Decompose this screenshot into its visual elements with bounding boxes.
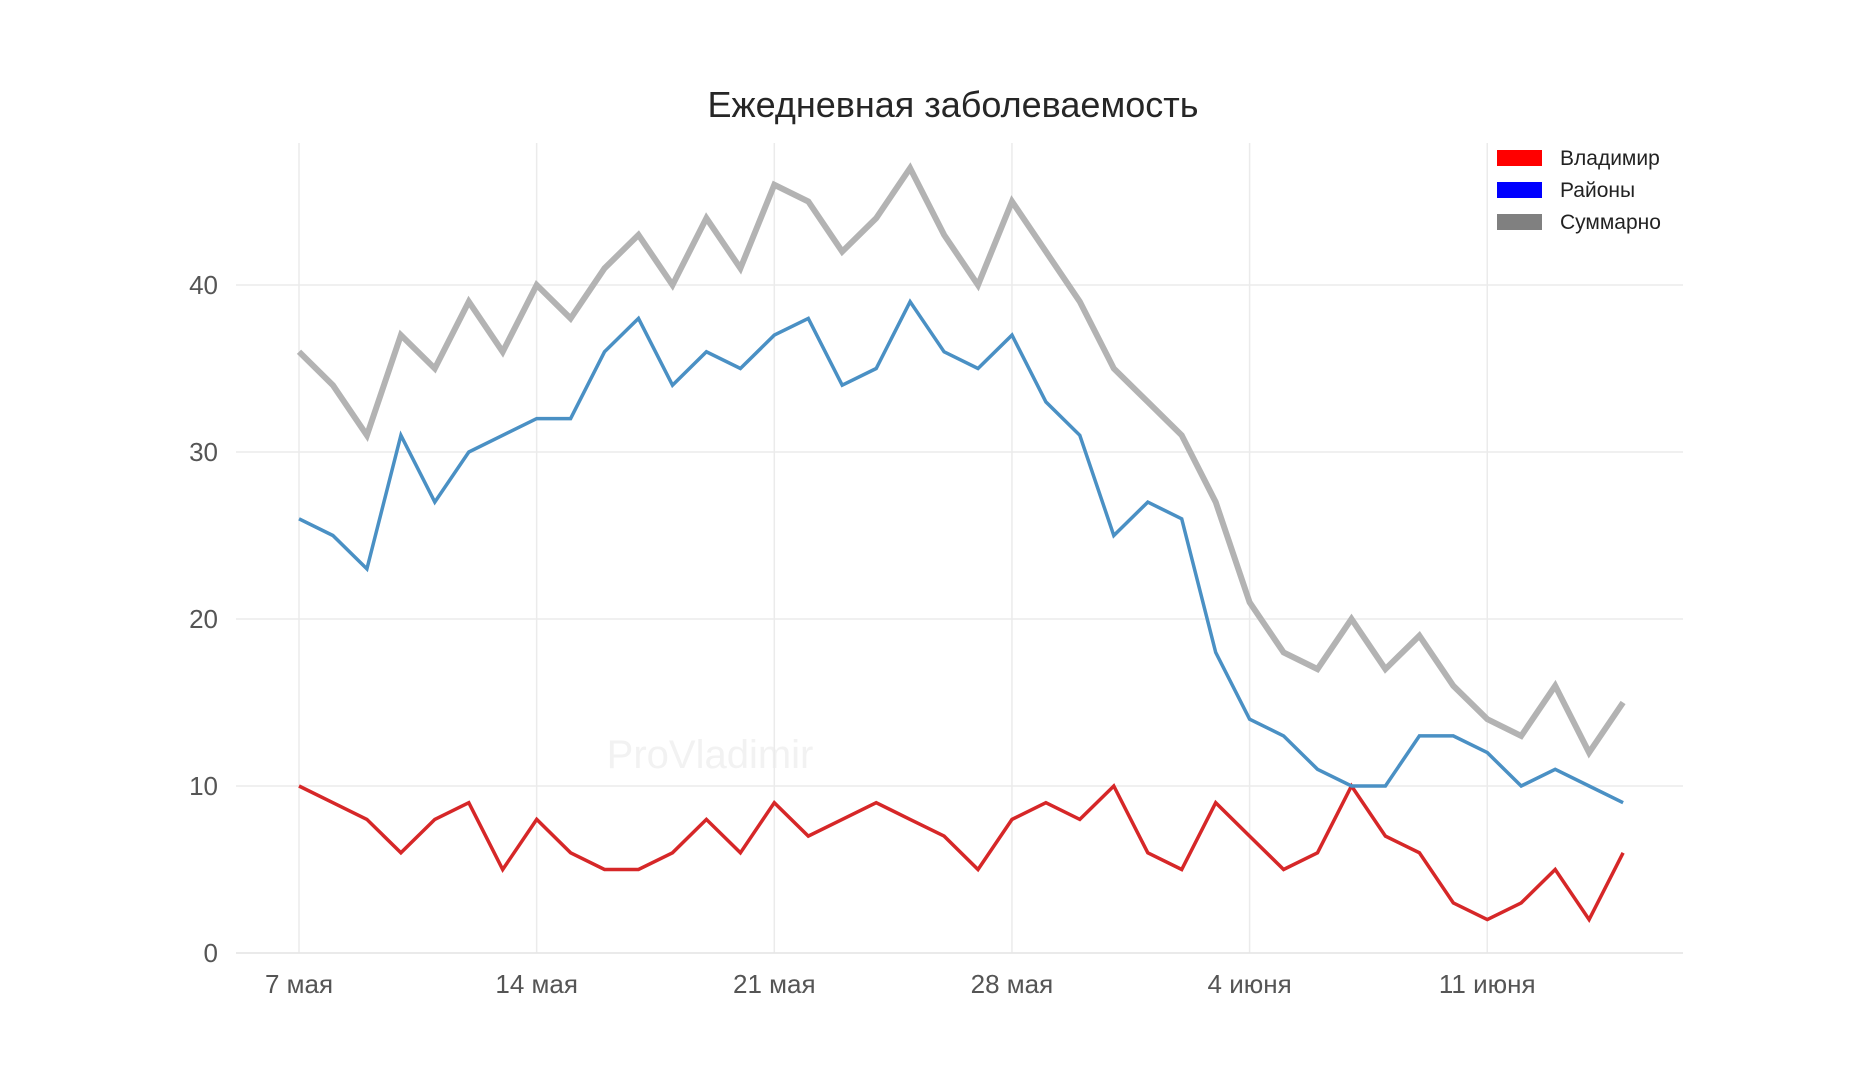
legend-label: Районы [1560, 179, 1635, 202]
series-line-vladimir [298, 782, 1625, 924]
x-tick-label: 21 мая [733, 969, 816, 999]
legend-swatch [1497, 214, 1542, 230]
chart-title: Ежедневная заболеваемость [708, 84, 1199, 125]
legend-swatch [1497, 150, 1542, 166]
x-tick-label: 7 мая [265, 969, 333, 999]
grid [236, 143, 1683, 954]
x-tick-label: 14 мая [495, 969, 578, 999]
x-tick-label: 4 июня [1208, 969, 1292, 999]
x-tick-label: 11 июня [1439, 969, 1536, 999]
series-line-total [296, 162, 1626, 759]
y-tick-label: 0 [204, 938, 218, 968]
legend-label: Владимир [1560, 147, 1660, 170]
legend-label: Суммарно [1560, 211, 1661, 234]
y-tick-label: 30 [189, 437, 218, 467]
legend-swatch [1497, 182, 1542, 198]
axes: 0 10 20 30 40 7 мая 14 мая 21 мая 28 мая 4 июня 11… [189, 270, 1683, 999]
series-line-districts [298, 298, 1624, 805]
y-tick-label: 10 [189, 771, 218, 801]
y-tick-label: 20 [189, 604, 218, 634]
y-tick-label: 40 [189, 270, 218, 300]
series-lines [296, 162, 1626, 924]
legend: Владимир Районы Суммарно [1497, 147, 1661, 234]
x-tick-label: 28 мая [971, 969, 1054, 999]
watermark: ProVladimir [607, 733, 814, 777]
